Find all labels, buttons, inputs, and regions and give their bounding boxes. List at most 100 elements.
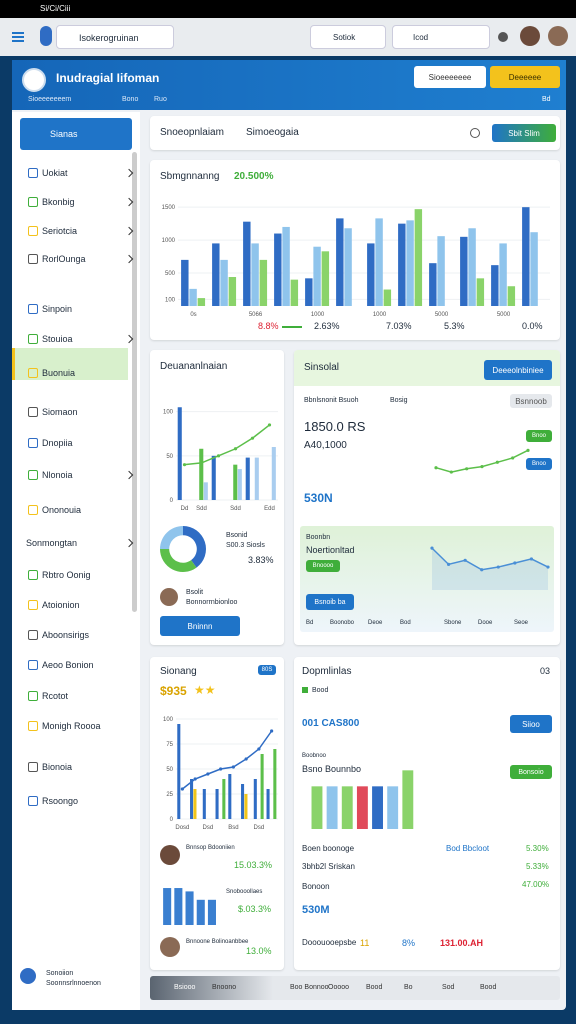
bar <box>185 891 194 925</box>
sidebar-item[interactable]: Rsoongo <box>20 790 138 812</box>
row-text: Snobooollaes <box>226 889 263 895</box>
bar <box>372 786 383 829</box>
x-tick-label: Dsd <box>254 825 265 831</box>
sidebar-item[interactable]: Sinpoin <box>20 298 138 320</box>
input[interactable]: Icod <box>392 25 490 49</box>
card-button[interactable]: Deeeolnbiniee <box>484 360 552 380</box>
bar <box>177 724 181 819</box>
bottom-item[interactable]: Bsiooo <box>174 984 196 991</box>
card-button[interactable]: Siioo <box>510 715 552 733</box>
card-title: Deuananlnaian <box>160 361 228 372</box>
sidebar-item[interactable]: Ononouia <box>20 499 138 521</box>
card: Deuananlnaian 0 50 100 Dd Sdd Sdd Edd Bsonid S… <box>150 350 284 645</box>
row-value: 15.03.3% <box>234 860 273 870</box>
icon[interactable] <box>498 32 508 42</box>
search[interactable]: Isokerogruinan <box>56 25 174 49</box>
bar <box>222 779 226 819</box>
row-text: Bosig <box>390 397 408 404</box>
settings-icon[interactable] <box>470 128 480 138</box>
sidebar-item[interactable]: Uokiat <box>20 162 138 184</box>
sidebar-item[interactable]: Rbtro Oonig <box>20 564 138 586</box>
sidebar-item[interactable]: Bkonbig <box>20 191 138 213</box>
sidebar-item[interactable]: Seriotcia <box>20 220 138 242</box>
line <box>181 730 273 790</box>
sidebar-item[interactable]: Atoionion <box>20 594 138 616</box>
donut-chart <box>160 526 206 572</box>
label: Bsno Bounnbo <box>302 764 362 774</box>
bar <box>202 789 206 819</box>
stars: ★★ <box>194 683 216 697</box>
sidebar-item[interactable]: Monigh Roooa <box>20 715 138 737</box>
sidebar-item[interactable]: Dnopiia <box>20 432 138 454</box>
area-button[interactable]: Bsnoib ba <box>306 594 354 610</box>
bar <box>211 455 216 500</box>
input-text: Icod <box>413 33 429 42</box>
tab[interactable]: Snoeopnlaiam <box>160 127 224 138</box>
sidebar-footer: Soonnsrlnnoenon <box>46 980 101 987</box>
y-tick-label: 500 <box>165 271 176 277</box>
point <box>465 467 469 471</box>
row-value: 13.0% <box>246 946 272 956</box>
bottom-item[interactable]: Ooooo <box>328 984 350 991</box>
bottom-item[interactable]: Sod <box>442 984 455 991</box>
card-button[interactable]: Bonsoio <box>510 765 552 779</box>
bar <box>197 298 206 306</box>
line <box>435 449 529 473</box>
bar-chart: 100 500 1000 1500 0s 5066 1000 1000 5000 5000 <box>162 205 550 318</box>
sidebar-item[interactable]: RorlOunga <box>20 248 138 270</box>
indicator <box>282 326 302 328</box>
bar <box>429 263 437 306</box>
banner-button[interactable]: Sioeeeeeee <box>414 66 486 88</box>
sidebar-item[interactable]: Stouioa <box>20 328 138 350</box>
point <box>270 729 274 733</box>
bar <box>387 786 399 829</box>
x-tick-label: 5000 <box>497 312 511 318</box>
bar <box>356 786 368 829</box>
sidebar-item[interactable]: Aeoo Bonion <box>20 654 138 676</box>
bar <box>375 218 383 306</box>
count: 03 <box>540 666 551 676</box>
bottom-item[interactable]: Bood <box>366 984 383 991</box>
icon <box>28 438 38 448</box>
sidebar-item[interactable]: Siomaon <box>20 401 138 423</box>
menu-icon[interactable] <box>12 32 24 34</box>
bar <box>367 243 375 306</box>
sidebar-item[interactable]: Buonuia <box>20 362 138 384</box>
card-button[interactable]: Bninnn <box>160 616 240 636</box>
bar <box>245 457 250 500</box>
bar <box>460 236 468 306</box>
logo <box>40 26 52 46</box>
bottom-item[interactable]: Boo Bonnoo <box>290 984 329 991</box>
y-tick-label: 50 <box>166 454 173 460</box>
sidebar-section: Sonmongtan <box>20 532 138 554</box>
row-value: 5.30% <box>526 844 549 853</box>
select[interactable]: Sotiok <box>310 25 386 49</box>
chip[interactable]: Bnoo <box>526 458 552 470</box>
bottom-item[interactable]: Bood <box>480 984 497 991</box>
header-button[interactable]: Sbit Slim <box>492 124 556 142</box>
sidebar-active[interactable]: Sianas <box>20 118 132 150</box>
sidebar-item[interactable]: Rcotot <box>20 685 138 707</box>
chip[interactable]: Bnoooo <box>306 560 340 572</box>
icon <box>28 796 38 806</box>
tab[interactable]: Simoeogaia <box>246 127 299 138</box>
bottom-item[interactable]: Bnoono <box>212 984 237 991</box>
x-tick-label: Edd <box>264 506 275 512</box>
sidebar-item[interactable]: Bionoia <box>20 756 138 778</box>
chip[interactable]: Bsnnoob <box>510 394 552 408</box>
sidebar-item[interactable]: Aboonsirigs <box>20 624 138 646</box>
bottom-item[interactable]: Bo <box>404 984 413 991</box>
avatar[interactable] <box>520 26 540 46</box>
area-chart <box>430 546 550 590</box>
x-tick-label: Sdd <box>196 506 207 512</box>
point <box>480 568 484 572</box>
point <box>206 772 210 776</box>
bar <box>177 407 182 500</box>
sidebar-item[interactable]: Nlonoia <box>20 464 138 486</box>
chip[interactable]: Bnoo <box>526 430 552 442</box>
value: 1850.0 RS <box>304 419 366 434</box>
banner-button[interactable]: Deeeeee <box>490 66 560 88</box>
bar <box>220 259 228 306</box>
point <box>267 423 272 427</box>
avatar[interactable] <box>548 26 568 46</box>
